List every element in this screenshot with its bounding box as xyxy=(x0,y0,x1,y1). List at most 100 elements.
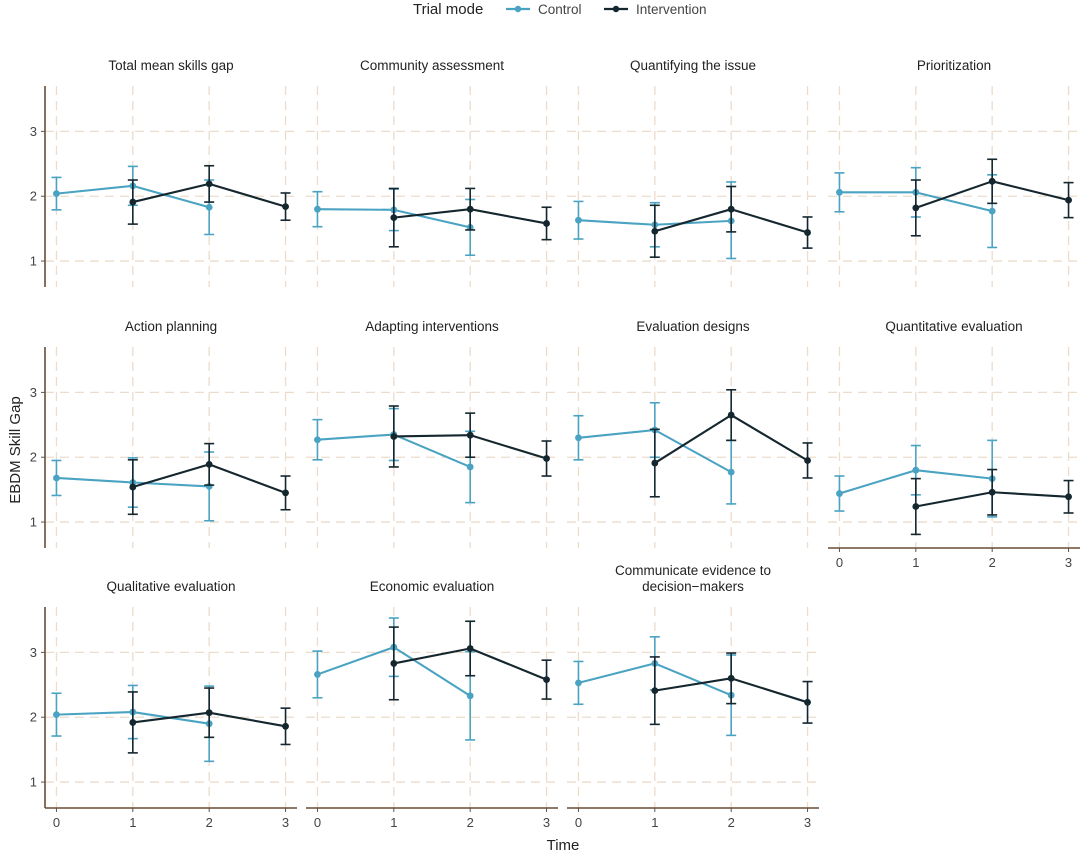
panel-title: Community assessment xyxy=(360,58,504,73)
x-tick-label: 2 xyxy=(467,815,474,830)
x-axis-title: Time xyxy=(547,837,580,853)
data-point-intervention xyxy=(543,676,550,684)
x-tick-label: 3 xyxy=(282,815,289,830)
data-point-intervention xyxy=(205,460,213,468)
panel-title: Communicate evidence to xyxy=(615,563,771,578)
panel-total-mean-skills-gap: Total mean skills gap 1 2 3 xyxy=(30,58,297,287)
data-point-intervention xyxy=(912,204,920,212)
series-intervention xyxy=(910,468,1074,536)
panel-economic-evaluation: Economic evaluation 0 1 2 3 xyxy=(306,579,558,830)
series-intervention xyxy=(649,652,813,726)
series-intervention xyxy=(127,442,291,516)
data-point-intervention xyxy=(651,687,659,695)
y-axis-title: EBDM Skill Gap xyxy=(7,396,24,504)
y-tick-label: 1 xyxy=(30,515,37,530)
panel-title: Economic evaluation xyxy=(370,579,495,594)
data-point-intervention xyxy=(282,722,289,730)
x-tick-label: 2 xyxy=(728,815,735,830)
data-point-intervention xyxy=(727,674,735,682)
series-intervention xyxy=(127,687,291,754)
data-point-control xyxy=(836,490,843,497)
series-intervention xyxy=(388,187,552,248)
facet-panels: Total mean skills gap 1 2 3 Community assess… xyxy=(30,58,1080,830)
legend-key-control-point xyxy=(514,5,522,13)
panel-title: decision−makers xyxy=(642,579,744,594)
x-tick-label: 1 xyxy=(390,815,397,830)
series-intervention xyxy=(649,388,813,498)
y-tick-label: 1 xyxy=(30,254,37,269)
y-tick-label: 2 xyxy=(30,710,37,725)
series-intervention xyxy=(388,405,552,477)
data-point-intervention xyxy=(988,488,996,496)
y-tick-label: 2 xyxy=(30,189,37,204)
data-point-intervention xyxy=(282,203,289,211)
data-point-control xyxy=(466,463,474,471)
data-point-control xyxy=(836,188,843,196)
data-point-intervention xyxy=(804,229,811,236)
x-tick-label: 1 xyxy=(912,555,919,570)
legend-label-control: Control xyxy=(538,2,582,17)
legend-title: Trial mode xyxy=(413,1,483,18)
data-point-intervention xyxy=(543,455,550,462)
data-point-intervention xyxy=(727,205,735,213)
x-tick-label: 0 xyxy=(836,555,843,570)
x-tick-label: 1 xyxy=(129,815,136,830)
x-tick-label: 0 xyxy=(314,815,321,830)
x-tick-label: 0 xyxy=(53,815,60,830)
data-point-control xyxy=(314,671,321,678)
panel-qualitative-evaluation: Qualitative evaluation 1 2 3 0 1 2 3 xyxy=(30,579,297,830)
legend: Trial mode Control Intervention xyxy=(413,1,707,18)
panel-community-assessment: Community assessment xyxy=(306,58,558,287)
x-tick-label: 2 xyxy=(989,555,996,570)
data-point-intervention xyxy=(390,433,398,440)
y-tick-label: 3 xyxy=(30,385,37,400)
data-point-intervention xyxy=(466,645,474,652)
data-point-intervention xyxy=(282,489,289,497)
data-point-intervention xyxy=(912,503,920,510)
panel-title: Qualitative evaluation xyxy=(106,579,235,594)
panel-title: Total mean skills gap xyxy=(108,58,233,73)
x-tick-label: 0 xyxy=(575,815,582,830)
panel-action-planning: Action planning 1 2 3 xyxy=(30,319,297,548)
data-point-intervention xyxy=(129,483,137,491)
panel-title: Action planning xyxy=(125,319,217,334)
data-point-intervention xyxy=(205,709,213,717)
data-point-control xyxy=(912,466,920,474)
y-tick-label: 3 xyxy=(30,124,37,139)
data-point-control xyxy=(205,203,213,211)
data-point-control xyxy=(575,679,582,687)
y-tick-label: 1 xyxy=(30,775,37,790)
data-point-control xyxy=(314,436,321,444)
series-intervention xyxy=(910,158,1074,237)
series-intervention xyxy=(388,620,552,701)
data-point-intervention xyxy=(1065,493,1072,501)
legend-label-intervention: Intervention xyxy=(636,2,707,17)
data-point-intervention xyxy=(1065,196,1072,204)
data-point-control xyxy=(53,474,60,482)
data-point-intervention xyxy=(129,198,137,206)
data-point-control xyxy=(575,216,582,224)
y-tick-label: 2 xyxy=(30,450,37,465)
data-point-intervention xyxy=(129,719,137,726)
data-point-control xyxy=(314,205,321,213)
y-tick-label: 3 xyxy=(30,645,37,660)
data-point-control xyxy=(466,692,474,700)
data-point-intervention xyxy=(466,205,474,213)
data-point-intervention xyxy=(804,457,811,464)
data-point-intervention xyxy=(543,220,550,227)
data-point-intervention xyxy=(988,177,996,185)
data-point-intervention xyxy=(651,459,659,467)
series-intervention xyxy=(649,185,813,258)
series-intervention xyxy=(127,164,291,225)
data-point-control xyxy=(53,711,60,719)
data-point-control xyxy=(727,468,735,476)
panel-title: Prioritization xyxy=(917,58,991,73)
panel-quantitative-evaluation: Quantitative evaluation 0 1 2 3 xyxy=(828,319,1080,570)
data-point-intervention xyxy=(651,227,659,235)
x-tick-label: 3 xyxy=(543,815,550,830)
data-point-control xyxy=(988,207,996,215)
data-point-intervention xyxy=(205,180,213,188)
data-point-intervention xyxy=(804,698,811,706)
